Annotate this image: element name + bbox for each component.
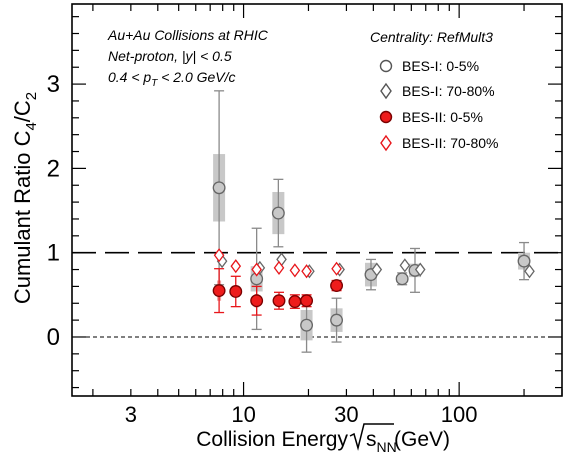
data-point-circle (300, 294, 314, 308)
legend-marker-filled-circle (379, 110, 393, 124)
data-point-diamond (230, 259, 242, 274)
annotation-block: Au+Au Collisions at RHIC Net-proton, |y|… (107, 27, 269, 89)
y-tick-label: 1 (47, 240, 60, 267)
data-point-circle (330, 279, 344, 293)
data-layer (212, 90, 535, 353)
y-tick-label: 0 (47, 324, 60, 351)
data-point-circle (229, 285, 243, 298)
annotation-line-3: 0.4 < pT < 2.0 GeV/c (108, 69, 236, 89)
x-axis-label-sqrt: sNN (366, 428, 397, 455)
data-point-diamond (371, 262, 383, 277)
legend-entry-bes2-central: BES-II: 0-5% (379, 109, 483, 125)
legend-label: BES-II: 0-5% (402, 109, 483, 125)
data-point-circle (212, 284, 226, 298)
data-point-diamond (273, 260, 285, 275)
annotation-line-2: Net-proton, |y| < 0.5 (108, 48, 232, 64)
plot-frame (71, 3, 563, 397)
data-point-circle (330, 313, 344, 327)
data-point-diamond (301, 264, 312, 279)
data-point-circle (300, 318, 314, 332)
x-axis-label-main: Collision Energy (196, 428, 348, 451)
legend-entry-bes1-peripheral: BES-I: 70-80% (380, 82, 495, 100)
data-point-circle (517, 254, 531, 268)
data-point-diamond (251, 262, 262, 277)
data-point-diamond (331, 261, 342, 276)
x-tick-label: 100 (441, 402, 478, 427)
x-tick-label: 10 (231, 402, 255, 427)
legend-marker-red-diamond (380, 134, 392, 152)
legend: Centrality: RefMult3 BES-I: 0-5% BES-I: … (370, 29, 499, 152)
data-point-circle (272, 294, 286, 308)
sqrt-radical-symbol (349, 423, 394, 451)
data-point-circle (250, 294, 264, 308)
data-point-circle (271, 206, 285, 220)
y-tick-label: 2 (47, 155, 60, 182)
data-point-diamond (289, 263, 301, 278)
data-point-diamond (213, 248, 225, 263)
data-point-circle (288, 295, 302, 309)
legend-label: BES-I: 70-80% (402, 83, 495, 99)
x-tick-label: 30 (334, 402, 358, 427)
data-point-circle (395, 272, 409, 286)
legend-label: BES-II: 70-80% (402, 135, 499, 151)
legend-title: Centrality: RefMult3 (370, 29, 493, 45)
x-tick-label: 3 (125, 402, 137, 427)
data-point-diamond (524, 264, 535, 279)
legend-marker-open-diamond (380, 82, 392, 100)
y-axis-label: Cumulant Ratio C4/C2 (10, 92, 40, 304)
x-axis-label-unit: (GeV) (394, 428, 450, 451)
y-tick-label: 3 (47, 71, 60, 98)
reference-lines (72, 251, 562, 338)
axes-layer: 0 1 2 3 3 10 30 100 (47, 3, 563, 427)
data-point-circle (212, 181, 226, 195)
legend-marker-open-circle (379, 59, 393, 73)
data-point-diamond (414, 262, 426, 277)
annotation-line-1: Au+Au Collisions at RHIC (107, 27, 269, 43)
legend-entry-bes1-central: BES-I: 0-5% (379, 58, 479, 74)
legend-label: BES-I: 0-5% (402, 58, 479, 74)
legend-entry-bes2-peripheral: BES-II: 70-80% (380, 134, 499, 152)
data-point-diamond (399, 258, 411, 273)
